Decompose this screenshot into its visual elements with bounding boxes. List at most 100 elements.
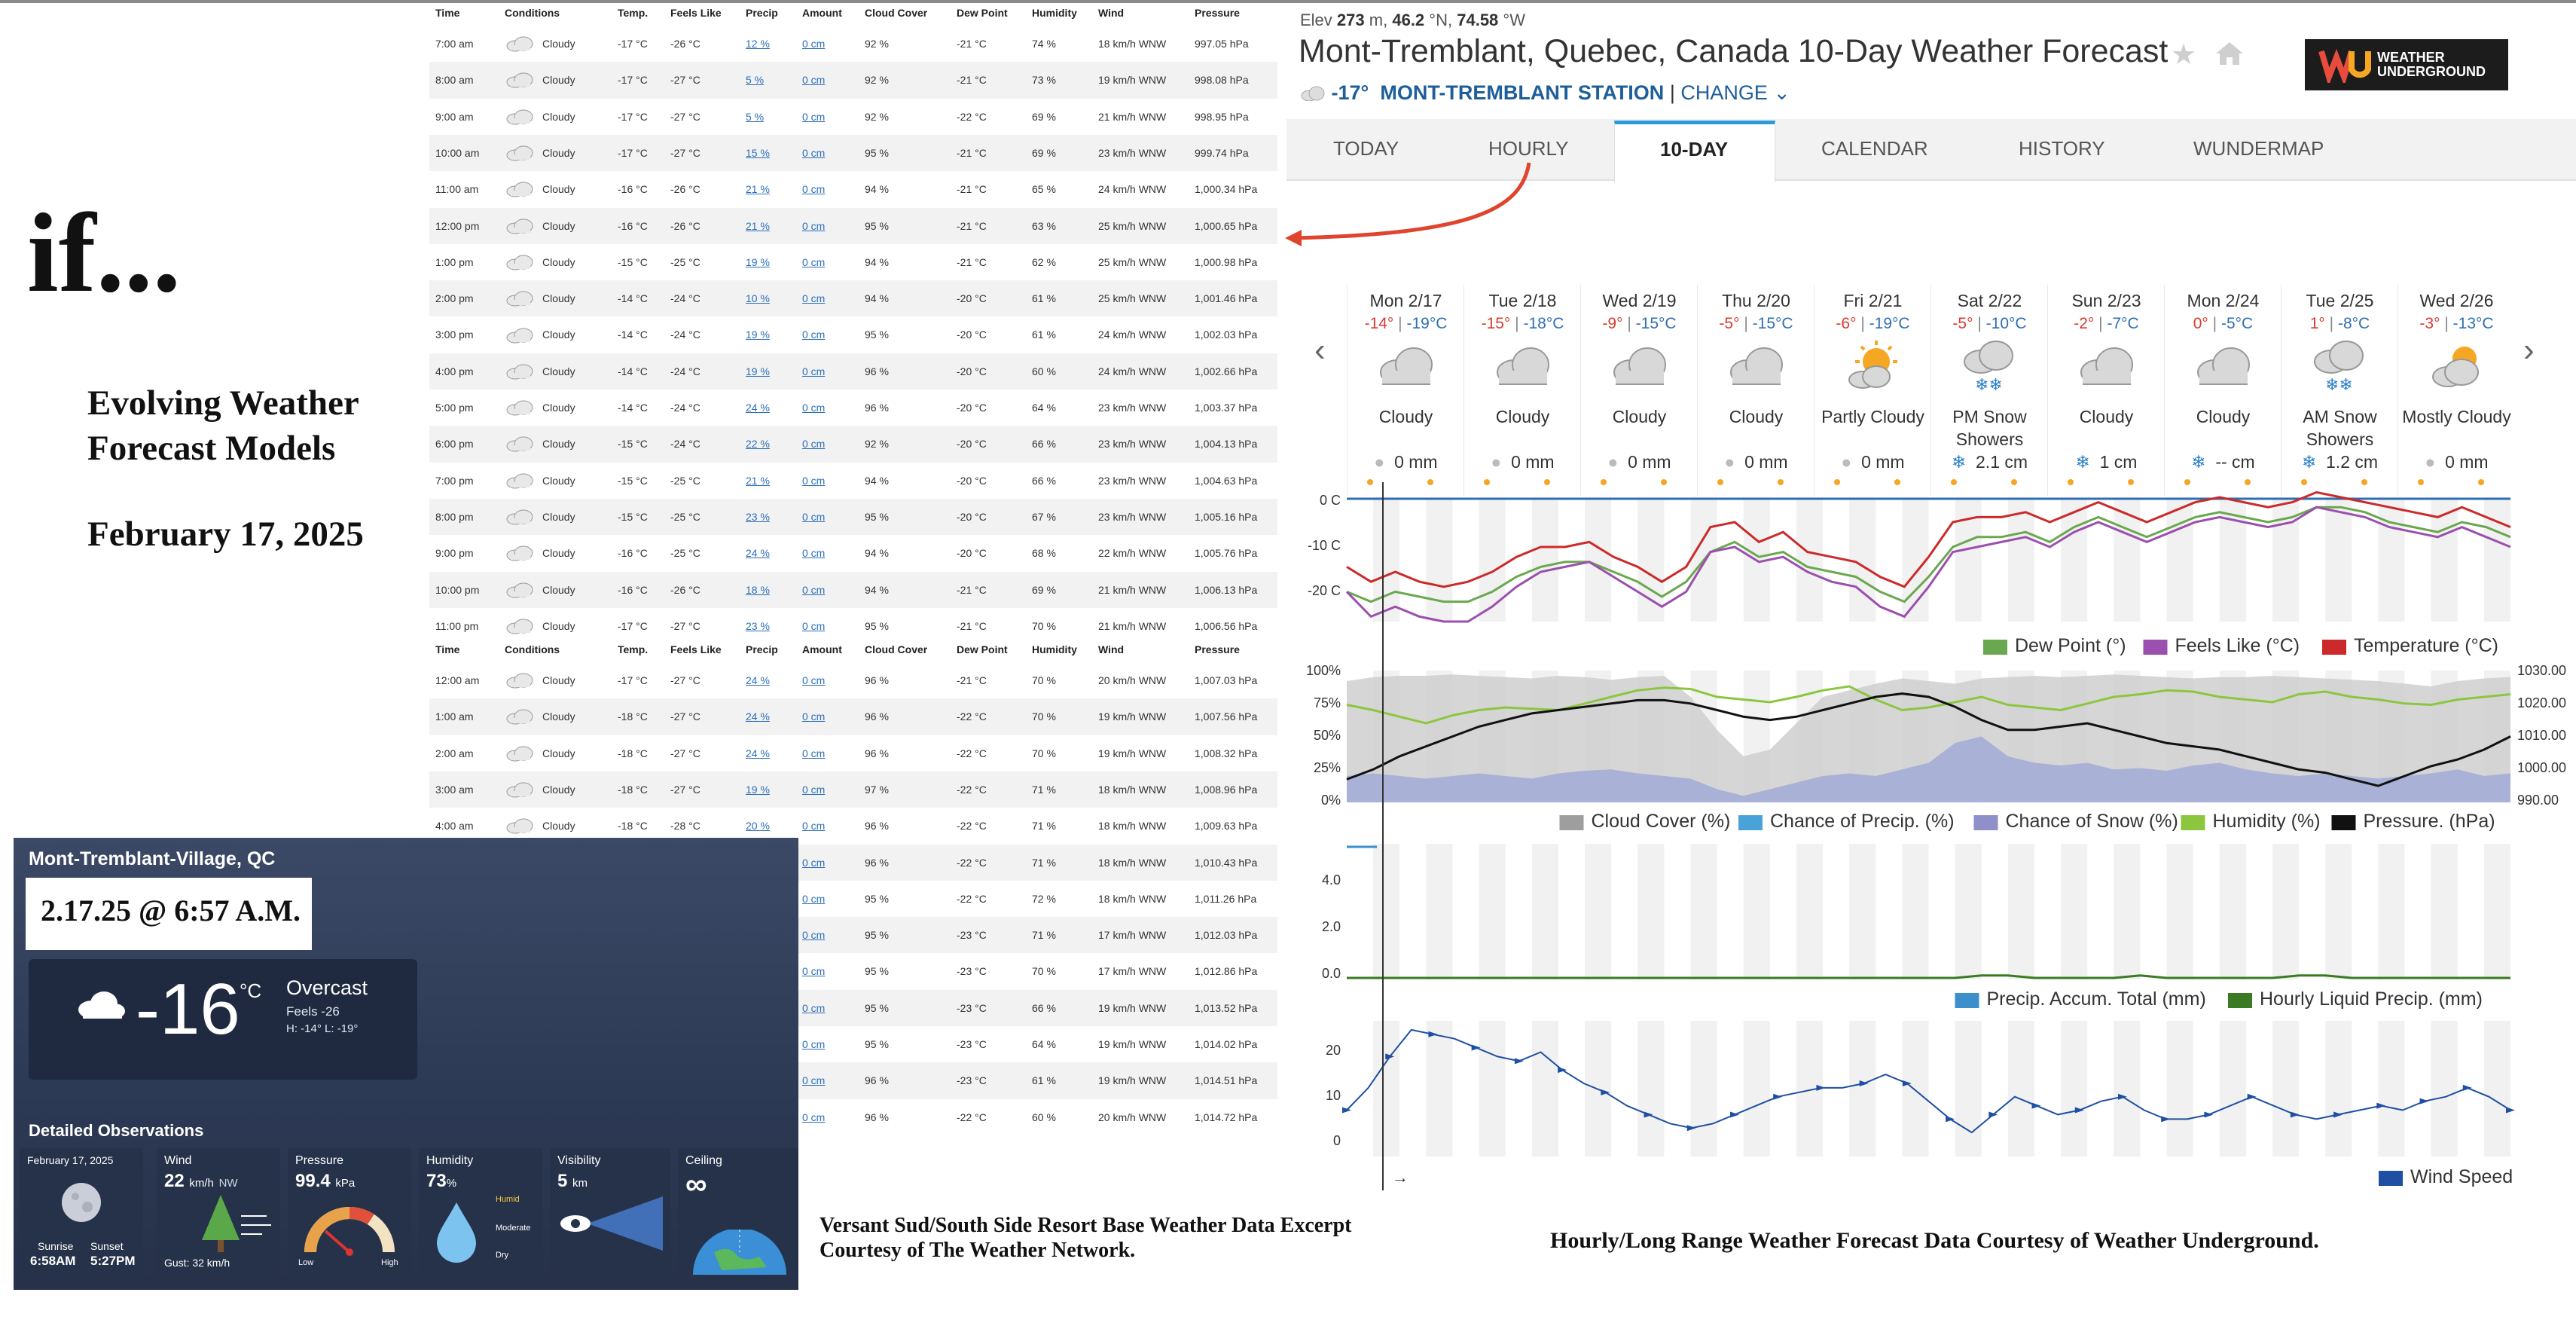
favorite-star-icon[interactable]: ★: [2171, 39, 2197, 71]
tab-hourly[interactable]: HOURLY: [1488, 137, 1569, 160]
column-header[interactable]: Amount: [802, 643, 842, 655]
amount-link[interactable]: 0 cm: [802, 402, 826, 414]
chevron-down-icon[interactable]: ⌄: [1773, 81, 1791, 104]
amount-link[interactable]: 0 cm: [802, 438, 826, 451]
amount-link[interactable]: 0 cm: [802, 74, 826, 87]
precip-link[interactable]: 24 %: [746, 402, 770, 414]
column-header[interactable]: Time: [435, 7, 460, 19]
amount-link[interactable]: 0 cm: [802, 783, 826, 796]
column-header[interactable]: Feels Like: [670, 7, 722, 19]
column-header[interactable]: Pressure: [1195, 643, 1240, 655]
column-header[interactable]: Humidity: [1032, 7, 1077, 19]
amount-link[interactable]: 0 cm: [802, 710, 826, 723]
amount-link[interactable]: 0 cm: [802, 1111, 826, 1123]
tab-calendar[interactable]: CALENDAR: [1821, 137, 1928, 160]
column-header[interactable]: Dew Point: [957, 7, 1008, 19]
home-icon[interactable]: [2214, 41, 2245, 66]
column-header[interactable]: Wind: [1098, 643, 1125, 655]
day-forecast[interactable]: Tue 2/25 1° | -8°C ❄❄ AM Snow Showers ❄ 1.2 …: [2281, 285, 2397, 496]
day-forecast[interactable]: Mon 2/17 -14° | -19°C Cloudy ● 0 mm: [1347, 285, 1463, 496]
precip-link[interactable]: 19 %: [746, 328, 770, 341]
precip-link[interactable]: 5 %: [746, 74, 765, 87]
wu-change-link[interactable]: CHANGE: [1680, 81, 1768, 104]
day-forecast[interactable]: Sun 2/23 -2° | -7°C Cloudy ❄ 1 cm: [2047, 285, 2164, 496]
amount-link[interactable]: 0 cm: [802, 1038, 826, 1050]
amount-link[interactable]: 0 cm: [802, 38, 826, 50]
day-forecast[interactable]: Wed 2/26 -3° | -13°C Mostly Cloudy ● 0 mm: [2397, 285, 2514, 496]
column-header[interactable]: Amount: [802, 7, 842, 19]
precip-link[interactable]: 19 %: [746, 365, 770, 377]
day-forecast[interactable]: Thu 2/20 -5° | -15°C Cloudy ● 0 mm: [1697, 285, 1814, 496]
precip-link[interactable]: 24 %: [746, 747, 770, 759]
precip-link[interactable]: 19 %: [746, 783, 770, 796]
column-header[interactable]: Cloud Cover: [865, 643, 928, 655]
amount-link[interactable]: 0 cm: [802, 856, 826, 869]
precip-link[interactable]: 21 %: [746, 474, 770, 487]
tab-history[interactable]: HISTORY: [2019, 137, 2105, 160]
precip-link[interactable]: 19 %: [746, 255, 770, 268]
column-header[interactable]: Temp.: [618, 643, 649, 655]
amount-link[interactable]: 0 cm: [802, 146, 826, 159]
precip-link[interactable]: 24 %: [746, 674, 770, 686]
amount-link[interactable]: 0 cm: [802, 929, 826, 942]
precip-link[interactable]: 15 %: [746, 146, 770, 159]
column-header[interactable]: Wind: [1098, 7, 1125, 19]
amount-link[interactable]: 0 cm: [802, 1001, 826, 1014]
prev-arrow-icon[interactable]: ‹: [1314, 332, 1326, 368]
day-forecast[interactable]: Tue 2/18 -15° | -18°C Cloudy ● 0 mm: [1463, 285, 1580, 496]
column-header[interactable]: Humidity: [1032, 643, 1077, 655]
day-forecast[interactable]: Fri 2/21 -6° | -19°C Partly Cloudy ● 0 mm: [1814, 285, 1930, 496]
amount-link[interactable]: 0 cm: [802, 892, 826, 905]
day-forecast[interactable]: Sat 2/22 -5° | -10°C ❄❄ PM Snow Showers ❄ 2.…: [1930, 285, 2047, 496]
precip-link[interactable]: 23 %: [746, 510, 770, 523]
amount-link[interactable]: 0 cm: [802, 619, 826, 632]
column-header[interactable]: Time: [435, 643, 460, 655]
precip-link[interactable]: 23 %: [746, 619, 770, 632]
column-header[interactable]: Conditions: [505, 7, 560, 19]
column-header[interactable]: Conditions: [505, 643, 560, 655]
precip-link[interactable]: 24 %: [746, 547, 770, 560]
feels-like-line: [1345, 506, 2511, 623]
wu-station-name[interactable]: MONT-TREMBLANT STATION: [1380, 81, 1665, 104]
amount-link[interactable]: 0 cm: [802, 1074, 826, 1087]
precip-link[interactable]: 18 %: [746, 583, 770, 596]
amount-link[interactable]: 0 cm: [802, 110, 826, 123]
column-header[interactable]: Precip: [746, 7, 778, 19]
amount-link[interactable]: 0 cm: [802, 583, 826, 596]
amount-link[interactable]: 0 cm: [802, 674, 826, 686]
day-forecast[interactable]: Wed 2/19 -9° | -15°C Cloudy ● 0 mm: [1580, 285, 1697, 496]
precip-link[interactable]: 22 %: [746, 438, 770, 451]
amount-link[interactable]: 0 cm: [802, 820, 826, 833]
precip-link[interactable]: 24 %: [746, 710, 770, 723]
amount-link[interactable]: 0 cm: [802, 328, 826, 341]
temp-cell: -16 °C: [618, 583, 648, 596]
amount-link[interactable]: 0 cm: [802, 365, 826, 377]
amount-link[interactable]: 0 cm: [802, 510, 826, 523]
precip-link[interactable]: 20 %: [746, 820, 770, 833]
amount-link[interactable]: 0 cm: [802, 474, 826, 487]
column-header[interactable]: Temp.: [618, 7, 649, 19]
tab-wundermap[interactable]: WUNDERMAP: [2193, 137, 2324, 160]
precip-link[interactable]: 12 %: [746, 38, 770, 50]
amount-link[interactable]: 0 cm: [802, 183, 826, 196]
tab-today[interactable]: TODAY: [1333, 137, 1399, 160]
amount-link[interactable]: 0 cm: [802, 255, 826, 268]
amount-link[interactable]: 0 cm: [802, 219, 826, 232]
column-header[interactable]: Feels Like: [670, 643, 722, 655]
amount-link[interactable]: 0 cm: [802, 547, 826, 560]
wu-logo[interactable]: WEATHER UNDERGROUND: [2305, 39, 2508, 90]
amount-link[interactable]: 0 cm: [802, 292, 826, 305]
precip-link[interactable]: 21 %: [746, 219, 770, 232]
column-header[interactable]: Pressure: [1195, 7, 1240, 19]
precip-link[interactable]: 5 %: [746, 110, 765, 123]
day-forecast[interactable]: Mon 2/24 0° | -5°C Cloudy ❄ -- cm: [2164, 285, 2281, 496]
tab-10-day[interactable]: 10-DAY: [1614, 121, 1775, 182]
amount-link[interactable]: 0 cm: [802, 747, 826, 759]
column-header[interactable]: Cloud Cover: [865, 7, 928, 19]
next-arrow-icon[interactable]: ›: [2523, 332, 2535, 368]
column-header[interactable]: Dew Point: [957, 643, 1008, 655]
precip-link[interactable]: 10 %: [746, 292, 770, 305]
precip-link[interactable]: 21 %: [746, 183, 770, 196]
amount-link[interactable]: 0 cm: [802, 965, 826, 978]
column-header[interactable]: Precip: [746, 643, 778, 655]
